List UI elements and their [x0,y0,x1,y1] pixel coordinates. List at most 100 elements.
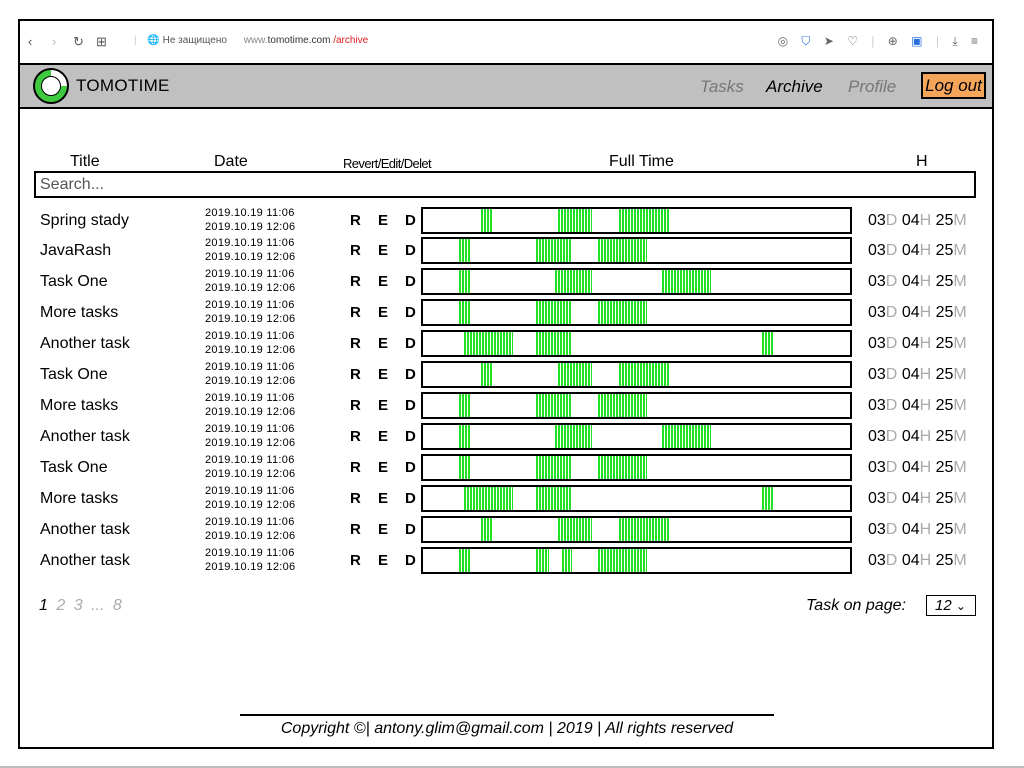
delete-button[interactable]: D [405,552,416,569]
logo-icon[interactable] [33,68,69,104]
search-input[interactable]: Search... [34,171,976,198]
edit-button[interactable]: E [378,459,389,476]
nav-archive[interactable]: Archive [766,77,823,96]
back-icon[interactable]: ‹ [28,34,33,49]
delete-button[interactable]: D [405,335,416,352]
nav-tasks[interactable]: Tasks [700,77,744,96]
delete-button[interactable]: D [405,242,416,259]
menu-icon[interactable]: ≡ [970,34,978,48]
send-icon[interactable]: ➤ [823,34,834,48]
edit-button[interactable]: E [378,521,389,538]
task-title[interactable]: Another task [40,521,130,538]
time-bar [421,423,852,450]
edit-button[interactable]: E [378,397,389,414]
revert-button[interactable]: R [350,428,361,445]
revert-button[interactable]: R [350,521,361,538]
download-icon[interactable]: ⤓ [952,34,958,48]
revert-button[interactable]: R [350,242,361,259]
delete-button[interactable]: D [405,490,416,507]
revert-button[interactable]: R [350,397,361,414]
time-segment [459,239,470,262]
camera-icon[interactable]: ◎ [777,34,789,48]
task-title[interactable]: More tasks [40,490,119,507]
time-segment [536,332,573,355]
url-path: /archive [333,35,369,46]
revert-button[interactable]: R [350,212,361,229]
per-page-select[interactable]: 12 ⌄ [926,595,976,616]
edit-button[interactable]: E [378,212,389,229]
apps-icon[interactable]: ⊞ [96,34,107,49]
revert-button[interactable]: R [350,304,361,321]
task-title[interactable]: Task One [40,459,108,476]
edit-button[interactable]: E [378,242,389,259]
days-value: 03 [868,459,886,476]
edit-button[interactable]: E [378,335,389,352]
time-segment [536,301,573,324]
page-current[interactable]: 1 [39,597,48,614]
heart-icon[interactable]: ♡ [847,34,858,48]
task-title[interactable]: Another task [40,335,130,352]
page-link[interactable]: 3 [73,597,83,614]
brand-name[interactable]: TOMOTIME [76,76,170,95]
task-title[interactable]: Spring stady [40,212,129,229]
table-row: Task One 2019.10.19 11:06 2019.10.19 12:06… [20,452,992,483]
delete-button[interactable]: D [405,459,416,476]
time-segment [619,518,669,541]
delete-button[interactable]: D [405,304,416,321]
nav-profile[interactable]: Profile [848,77,897,96]
edit-button[interactable]: E [378,490,389,507]
edit-button[interactable]: E [378,552,389,569]
minutes-value: 25 [935,428,954,445]
task-start-date: 2019.10.19 11:06 [205,237,295,249]
days-unit: D [885,397,898,414]
task-start-date: 2019.10.19 11:06 [205,423,295,435]
days-unit: D [885,304,898,321]
time-segment [557,518,592,541]
task-title[interactable]: JavaRash [40,242,112,259]
delete-button[interactable]: D [405,521,416,538]
edit-button[interactable]: E [378,304,389,321]
edit-button[interactable]: E [378,273,389,290]
hours-unit: H [919,242,932,259]
revert-button[interactable]: R [350,459,361,476]
address-bar[interactable]: | 🌐 Не защищено www.tomotime.com /archiv… [134,35,369,46]
hours-value: 04 [901,552,920,569]
shield-icon[interactable]: ⛉ [801,34,811,48]
edit-button[interactable]: E [378,428,389,445]
task-title[interactable]: Another task [40,552,130,569]
revert-button[interactable]: R [350,366,361,383]
time-segment [459,456,470,479]
time-bar [421,516,852,543]
delete-button[interactable]: D [405,212,416,229]
edit-button[interactable]: E [378,366,389,383]
hours-unit: H [919,397,932,414]
revert-button[interactable]: R [350,552,361,569]
revert-button[interactable]: R [350,273,361,290]
delete-button[interactable]: D [405,397,416,414]
page-link[interactable]: 8 [112,597,122,614]
world-icon[interactable]: ⊕ [887,34,898,48]
task-start-date: 2019.10.19 11:06 [205,454,295,466]
delete-button[interactable]: D [405,366,416,383]
table-row: Another task 2019.10.19 11:06 2019.10.19 1… [20,328,992,359]
delete-button[interactable]: D [405,428,416,445]
time-bar [421,330,852,357]
reload-icon[interactable]: ↻ [73,34,84,49]
forward-icon[interactable]: › [52,34,57,49]
hours-value: 04 [901,304,920,321]
task-title[interactable]: More tasks [40,397,119,414]
translate-icon[interactable]: ▣ [911,34,923,48]
logout-button[interactable]: Log out [921,72,986,99]
page-link[interactable]: 2 [56,597,66,614]
task-title[interactable]: Another task [40,428,130,445]
task-end-date: 2019.10.19 12:06 [205,251,296,263]
task-title[interactable]: More tasks [40,304,119,321]
revert-button[interactable]: R [350,335,361,352]
task-title[interactable]: Task One [40,273,108,290]
task-title[interactable]: Task One [40,366,108,383]
revert-button[interactable]: R [350,490,361,507]
delete-button[interactable]: D [405,273,416,290]
per-page-value: 12 [935,597,952,614]
globe-icon: 🌐 [147,35,160,46]
time-segment [762,487,774,510]
